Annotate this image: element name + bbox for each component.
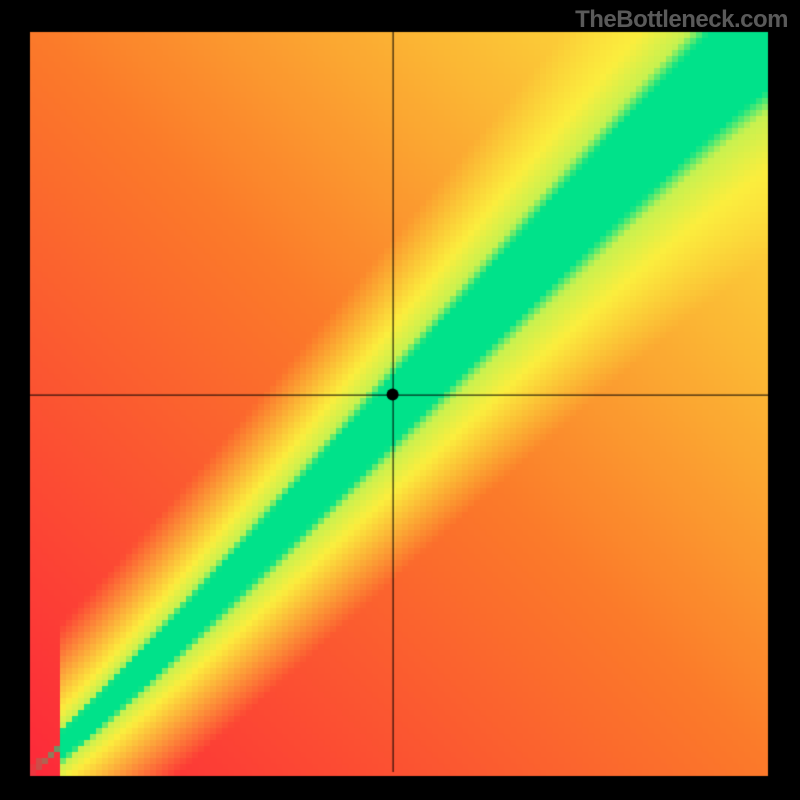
heatmap-canvas (0, 0, 800, 800)
watermark-text: TheBottleneck.com (575, 6, 788, 34)
chart-container: TheBottleneck.com (0, 0, 800, 800)
